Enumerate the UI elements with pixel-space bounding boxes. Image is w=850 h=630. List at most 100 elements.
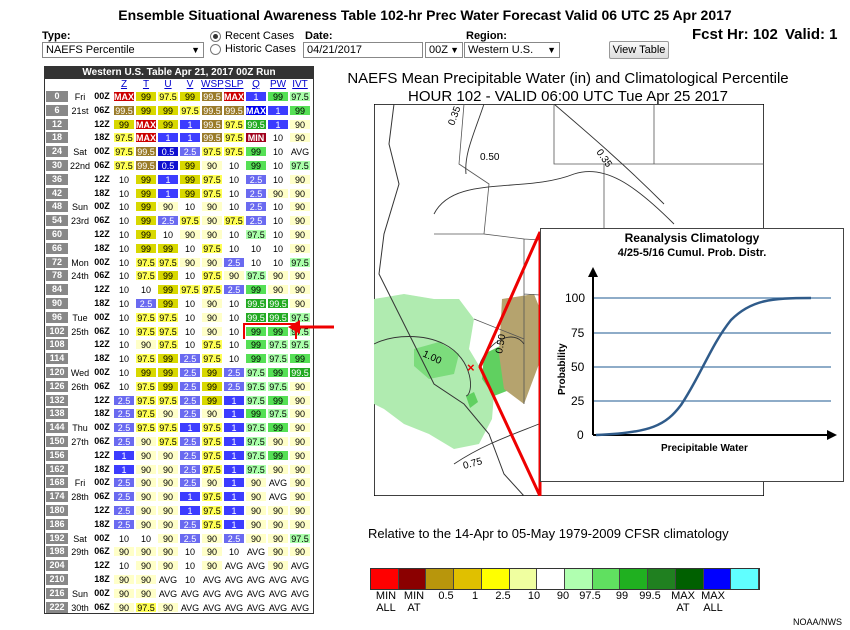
table-cell[interactable]: 97.5 [113, 132, 135, 144]
table-cell[interactable]: MAX [245, 104, 267, 116]
table-cell[interactable]: 99 [201, 380, 223, 392]
table-cell[interactable]: 2.5 [113, 394, 135, 406]
table-cell[interactable]: 90 [267, 284, 289, 296]
table-cell[interactable]: 97.5 [201, 284, 223, 296]
table-cell[interactable]: AVG [245, 560, 267, 572]
table-cell[interactable]: 97.5 [245, 229, 267, 240]
table-cell[interactable]: 2.5 [179, 436, 201, 447]
variable-header-q[interactable]: Q [252, 79, 260, 90]
table-cell[interactable]: 10 [113, 325, 135, 337]
table-cell[interactable]: 2.5 [113, 491, 135, 503]
table-cell[interactable]: 97.5 [135, 394, 157, 406]
table-cell[interactable]: 90 [135, 449, 157, 461]
table-cell[interactable]: 99 [157, 104, 179, 116]
table-cell[interactable]: 10 [267, 215, 289, 227]
table-cell[interactable]: 90 [157, 532, 179, 544]
table-cell[interactable]: 2.5 [179, 477, 201, 489]
table-cell[interactable]: 1 [223, 491, 245, 503]
table-cell[interactable]: 99 [157, 380, 179, 392]
table-cell[interactable]: 90 [179, 256, 201, 268]
table-cell[interactable]: 2.5 [245, 187, 267, 199]
table-cell[interactable]: 90 [289, 422, 311, 434]
table-cell[interactable]: 90 [289, 229, 311, 240]
table-cell[interactable]: 99.5 [267, 311, 289, 323]
table-cell[interactable]: 90 [289, 118, 311, 130]
table-cell[interactable]: 10 [223, 201, 245, 213]
table-cell[interactable]: 10 [223, 187, 245, 199]
table-cell[interactable]: 97.5 [267, 380, 289, 392]
table-cell[interactable]: 90 [267, 518, 289, 530]
variable-header-z[interactable]: Z [120, 79, 128, 90]
table-cell[interactable]: 90 [201, 298, 223, 309]
table-cell[interactable]: 10 [113, 229, 135, 240]
table-cell[interactable]: 10 [113, 532, 135, 544]
table-cell[interactable]: 10 [223, 353, 245, 365]
table-cell[interactable]: 10 [157, 229, 179, 240]
table-cell[interactable]: 99 [157, 284, 179, 296]
table-cell[interactable]: MAX [135, 132, 157, 144]
table-cell[interactable]: AVG [179, 587, 201, 599]
table-cell[interactable]: 97.5 [157, 422, 179, 434]
table-cell[interactable]: 97.5 [289, 256, 311, 268]
table-cell[interactable]: 99 [135, 215, 157, 227]
table-cell[interactable]: 90 [201, 408, 223, 420]
table-cell[interactable]: 2.5 [113, 408, 135, 420]
table-cell[interactable]: 90 [157, 560, 179, 572]
region-select[interactable]: Western U.S. ▼ [464, 42, 560, 58]
table-cell[interactable]: 90 [201, 201, 223, 213]
table-cell[interactable]: AVG [289, 146, 311, 158]
table-cell[interactable]: AVG [201, 587, 223, 599]
view-table-button[interactable]: View Table [609, 41, 669, 59]
table-cell[interactable]: AVG [267, 601, 289, 613]
table-cell[interactable]: 97.5 [135, 601, 157, 613]
table-cell[interactable]: 90 [245, 477, 267, 489]
table-cell[interactable]: 99 [289, 353, 311, 365]
table-cell[interactable]: 90 [289, 491, 311, 503]
table-cell[interactable]: AVG [267, 491, 289, 503]
table-cell[interactable]: 99 [267, 394, 289, 406]
table-cell[interactable]: AVG [267, 477, 289, 489]
table-cell[interactable]: 90 [267, 270, 289, 282]
table-cell[interactable]: 2.5 [179, 463, 201, 475]
table-cell[interactable]: 97.5 [245, 422, 267, 434]
table-cell[interactable]: 2.5 [245, 201, 267, 213]
table-cell[interactable]: 99 [201, 394, 223, 406]
table-cell[interactable]: 10 [223, 229, 245, 240]
table-cell[interactable]: 10 [113, 270, 135, 282]
table-cell[interactable]: 99.5 [245, 311, 267, 323]
table-cell[interactable]: 1 [157, 173, 179, 185]
table-cell[interactable]: 97.5 [201, 173, 223, 185]
table-cell[interactable]: 97.5 [201, 353, 223, 365]
table-cell[interactable]: 99 [245, 146, 267, 158]
table-cell[interactable]: 10 [179, 201, 201, 213]
table-cell[interactable]: 90 [289, 173, 311, 185]
table-cell[interactable]: 2.5 [223, 284, 245, 296]
table-cell[interactable]: 97.5 [113, 146, 135, 158]
table-cell[interactable]: 10 [223, 242, 245, 254]
table-cell[interactable]: 90 [289, 408, 311, 420]
table-cell[interactable]: 2.5 [179, 532, 201, 544]
table-cell[interactable]: 1 [223, 408, 245, 420]
variable-header-wsp[interactable]: WSP [201, 79, 224, 90]
table-cell[interactable]: 10 [113, 256, 135, 268]
table-cell[interactable]: 1 [223, 394, 245, 406]
table-cell[interactable]: 97.5 [157, 91, 179, 102]
table-cell[interactable]: 2.5 [179, 367, 201, 378]
table-cell[interactable]: 10 [135, 284, 157, 296]
table-cell[interactable]: 10 [113, 353, 135, 365]
table-cell[interactable]: 99.5 [289, 367, 311, 378]
table-cell[interactable]: 2.5 [179, 449, 201, 461]
radio-historic-cases[interactable]: Historic Cases [210, 43, 296, 55]
variable-header-slp[interactable]: SLP [224, 79, 244, 90]
table-cell[interactable]: 99 [179, 187, 201, 199]
table-cell[interactable]: 97.5 [201, 463, 223, 475]
variable-header-u[interactable]: U [164, 79, 172, 90]
table-cell[interactable]: 2.5 [113, 518, 135, 530]
table-cell[interactable]: 90 [289, 505, 311, 516]
table-cell[interactable]: 90 [289, 380, 311, 392]
table-cell[interactable]: 90 [201, 311, 223, 323]
table-cell[interactable]: 10 [113, 215, 135, 227]
table-cell[interactable]: 99 [245, 284, 267, 296]
table-cell[interactable]: 90 [135, 436, 157, 447]
table-cell[interactable]: 10 [223, 160, 245, 171]
